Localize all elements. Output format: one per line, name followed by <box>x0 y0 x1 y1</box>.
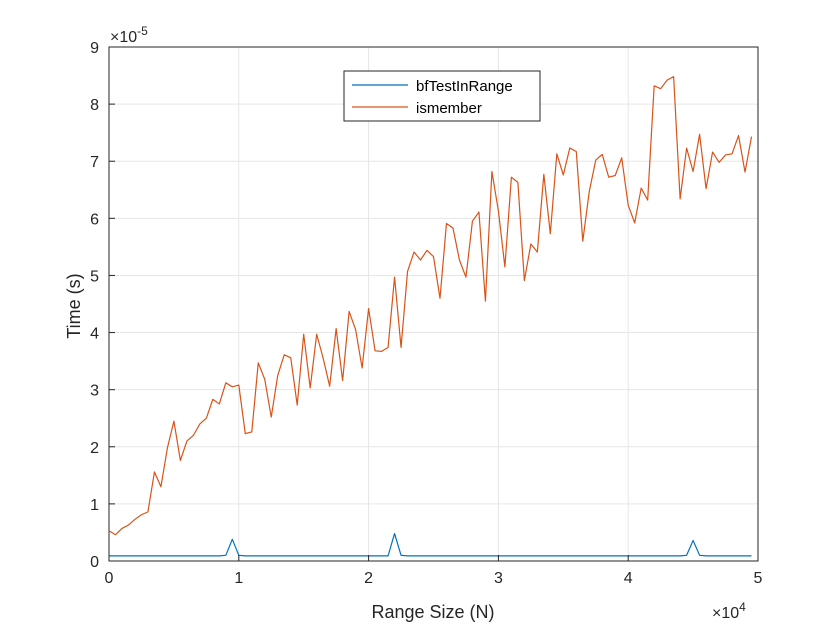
series-line-bftestinrange <box>109 532 752 557</box>
x-tick-label: 0 <box>105 570 114 587</box>
y-tick-label: 1 <box>90 497 99 514</box>
legend-box <box>343 70 541 122</box>
y-tick-label: 0 <box>90 554 99 571</box>
y-tick-label: 3 <box>90 383 99 400</box>
y-tick-label: 8 <box>90 97 99 114</box>
plot-area <box>108 46 759 562</box>
x-tick-label: 3 <box>494 570 503 587</box>
x-axis-label: Range Size (N) <box>371 602 494 622</box>
x-exponent-label: ×104 <box>712 600 746 622</box>
y-tick-label: 7 <box>90 154 99 171</box>
x-tick-label: 2 <box>364 570 373 587</box>
legend-label-ismember: ismember <box>416 100 482 117</box>
legend-label-bftestinrange: bfTestInRange <box>416 78 513 95</box>
y-tick-label: 5 <box>90 268 99 285</box>
y-tick-label: 9 <box>90 40 99 57</box>
x-axis-ticks: 0 1 2 3 4 5 <box>105 555 763 587</box>
y-tick-label: 2 <box>90 440 99 457</box>
x-tick-label: 4 <box>624 570 633 587</box>
y-tick-label: 4 <box>90 326 99 343</box>
grid <box>108 46 759 562</box>
y-axis-ticks: 0 1 2 3 4 5 6 7 8 9 <box>90 40 115 571</box>
legend: bfTestInRange ismember <box>343 70 541 122</box>
y-tick-label: 6 <box>90 211 99 228</box>
series-layer <box>108 76 753 557</box>
y-exponent-label: ×10-5 <box>110 24 148 46</box>
x-tick-label: 5 <box>754 570 763 587</box>
y-axis-label: Time (s) <box>64 273 84 338</box>
x-tick-label: 1 <box>234 570 243 587</box>
series-line-ismember <box>108 76 753 536</box>
